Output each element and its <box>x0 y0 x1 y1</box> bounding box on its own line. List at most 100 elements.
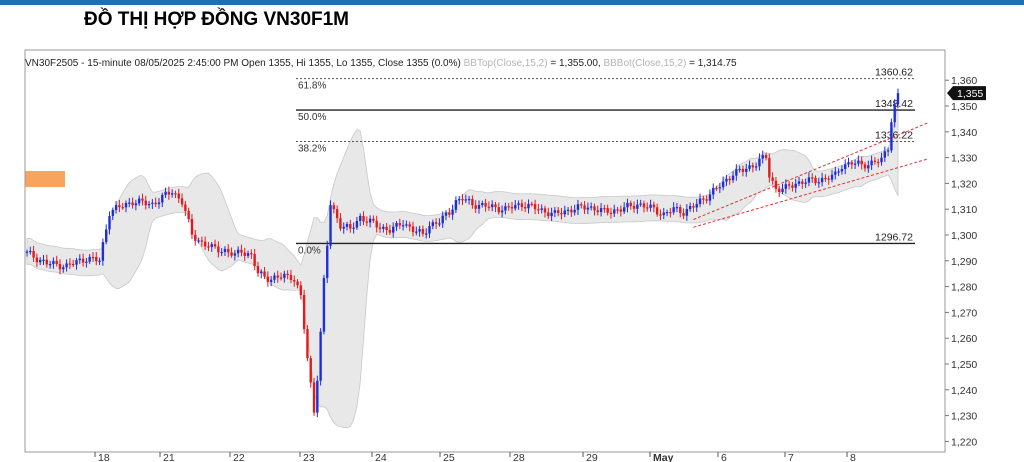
candle-body <box>128 202 131 204</box>
candle-body <box>791 185 794 188</box>
candle-body <box>309 358 312 383</box>
candle-body <box>230 252 233 256</box>
candle-body <box>438 223 441 225</box>
candle-body <box>543 208 547 213</box>
candle-body <box>787 184 791 186</box>
candle-body <box>276 275 279 278</box>
candle-body <box>464 199 467 201</box>
bbtop-value: = 1,355.00, <box>550 58 601 69</box>
candle-body <box>896 93 900 105</box>
candle-body <box>154 202 157 205</box>
candle-body <box>52 260 55 265</box>
candle-body <box>385 226 388 231</box>
candle-body <box>820 177 824 183</box>
bbbot-value: = 1,314.75 <box>689 58 737 69</box>
candle-body <box>731 175 735 181</box>
candle-body <box>807 177 811 183</box>
candle-body <box>708 194 712 201</box>
candle-body <box>266 276 270 282</box>
candle-body <box>78 258 81 261</box>
candle-body <box>368 218 372 223</box>
candle-body <box>220 251 223 254</box>
candle-body <box>497 207 500 213</box>
candle-body <box>458 199 461 201</box>
bbbot-label: BBBot(Close,15,2) <box>603 58 687 69</box>
candle-body <box>893 104 896 123</box>
candle-body <box>141 198 144 201</box>
candle-body <box>114 205 118 210</box>
candle-body <box>355 220 359 228</box>
candle-body <box>233 253 237 256</box>
candle-body <box>289 274 293 281</box>
candle-body <box>88 256 91 262</box>
candle-body <box>213 244 217 247</box>
candle-body <box>672 207 675 213</box>
candle-body <box>448 212 451 215</box>
candle-body <box>814 177 817 184</box>
candle-body <box>434 222 438 224</box>
candle-body <box>877 161 880 164</box>
candle-body <box>104 229 108 243</box>
candle-body <box>514 204 517 209</box>
candle-body <box>596 210 599 213</box>
candle-body <box>405 224 408 226</box>
candle-body <box>530 203 533 206</box>
candle-body <box>860 160 863 165</box>
candle-body <box>507 206 510 208</box>
candle-body <box>349 224 352 229</box>
candle-body <box>817 182 821 184</box>
candle-body <box>312 382 316 413</box>
candle-body <box>586 207 590 210</box>
candle-body <box>121 207 124 209</box>
candle-body <box>883 151 887 158</box>
y-tick-label: 1,230 <box>951 411 977 423</box>
x-tick-label: 25 <box>443 452 455 462</box>
x-tick-label: 8 <box>850 452 856 462</box>
candle-body <box>563 210 566 215</box>
candle-body <box>659 214 662 216</box>
candle-body <box>840 168 844 172</box>
candle-body <box>174 193 177 195</box>
x-tick-label: 7 <box>788 452 794 462</box>
y-tick-label: 1,270 <box>951 307 977 319</box>
candle-body <box>246 253 250 256</box>
candle-body <box>471 198 474 206</box>
candle-body <box>29 251 32 253</box>
candle-body <box>481 203 484 206</box>
y-tick-label: 1,320 <box>951 178 977 190</box>
candle-body <box>679 207 682 214</box>
candle-body <box>372 218 375 221</box>
candle-body <box>606 208 609 213</box>
candle-body <box>101 242 105 261</box>
candle-body <box>636 204 639 209</box>
candle-body <box>293 280 296 282</box>
candle-body <box>467 198 471 201</box>
candle-body <box>283 273 286 278</box>
candle-body <box>359 215 362 221</box>
candle-body <box>425 233 428 235</box>
candle-body <box>642 203 646 208</box>
candle-body <box>702 198 705 200</box>
candle-body <box>431 222 435 227</box>
candle-body <box>629 202 632 206</box>
candle-body <box>71 263 75 266</box>
y-tick-label: 1,220 <box>951 436 977 448</box>
candle-body <box>527 203 530 209</box>
candle-body <box>161 194 164 203</box>
y-tick-label: 1,310 <box>951 204 977 216</box>
candle-body <box>484 203 487 207</box>
candle-body <box>151 202 154 204</box>
candle-body <box>137 198 141 204</box>
candle-body <box>510 206 514 209</box>
y-tick-label: 1,290 <box>951 256 977 268</box>
candle-body <box>646 207 649 209</box>
candle-body <box>55 260 58 264</box>
candle-body <box>626 202 629 208</box>
candle-body <box>593 206 596 211</box>
candle-body <box>48 264 52 266</box>
candle-body <box>550 212 553 217</box>
candle-body <box>45 259 48 265</box>
y-tick-label: 1,300 <box>951 230 977 242</box>
candle-body <box>824 177 827 180</box>
candle-body <box>329 205 332 246</box>
